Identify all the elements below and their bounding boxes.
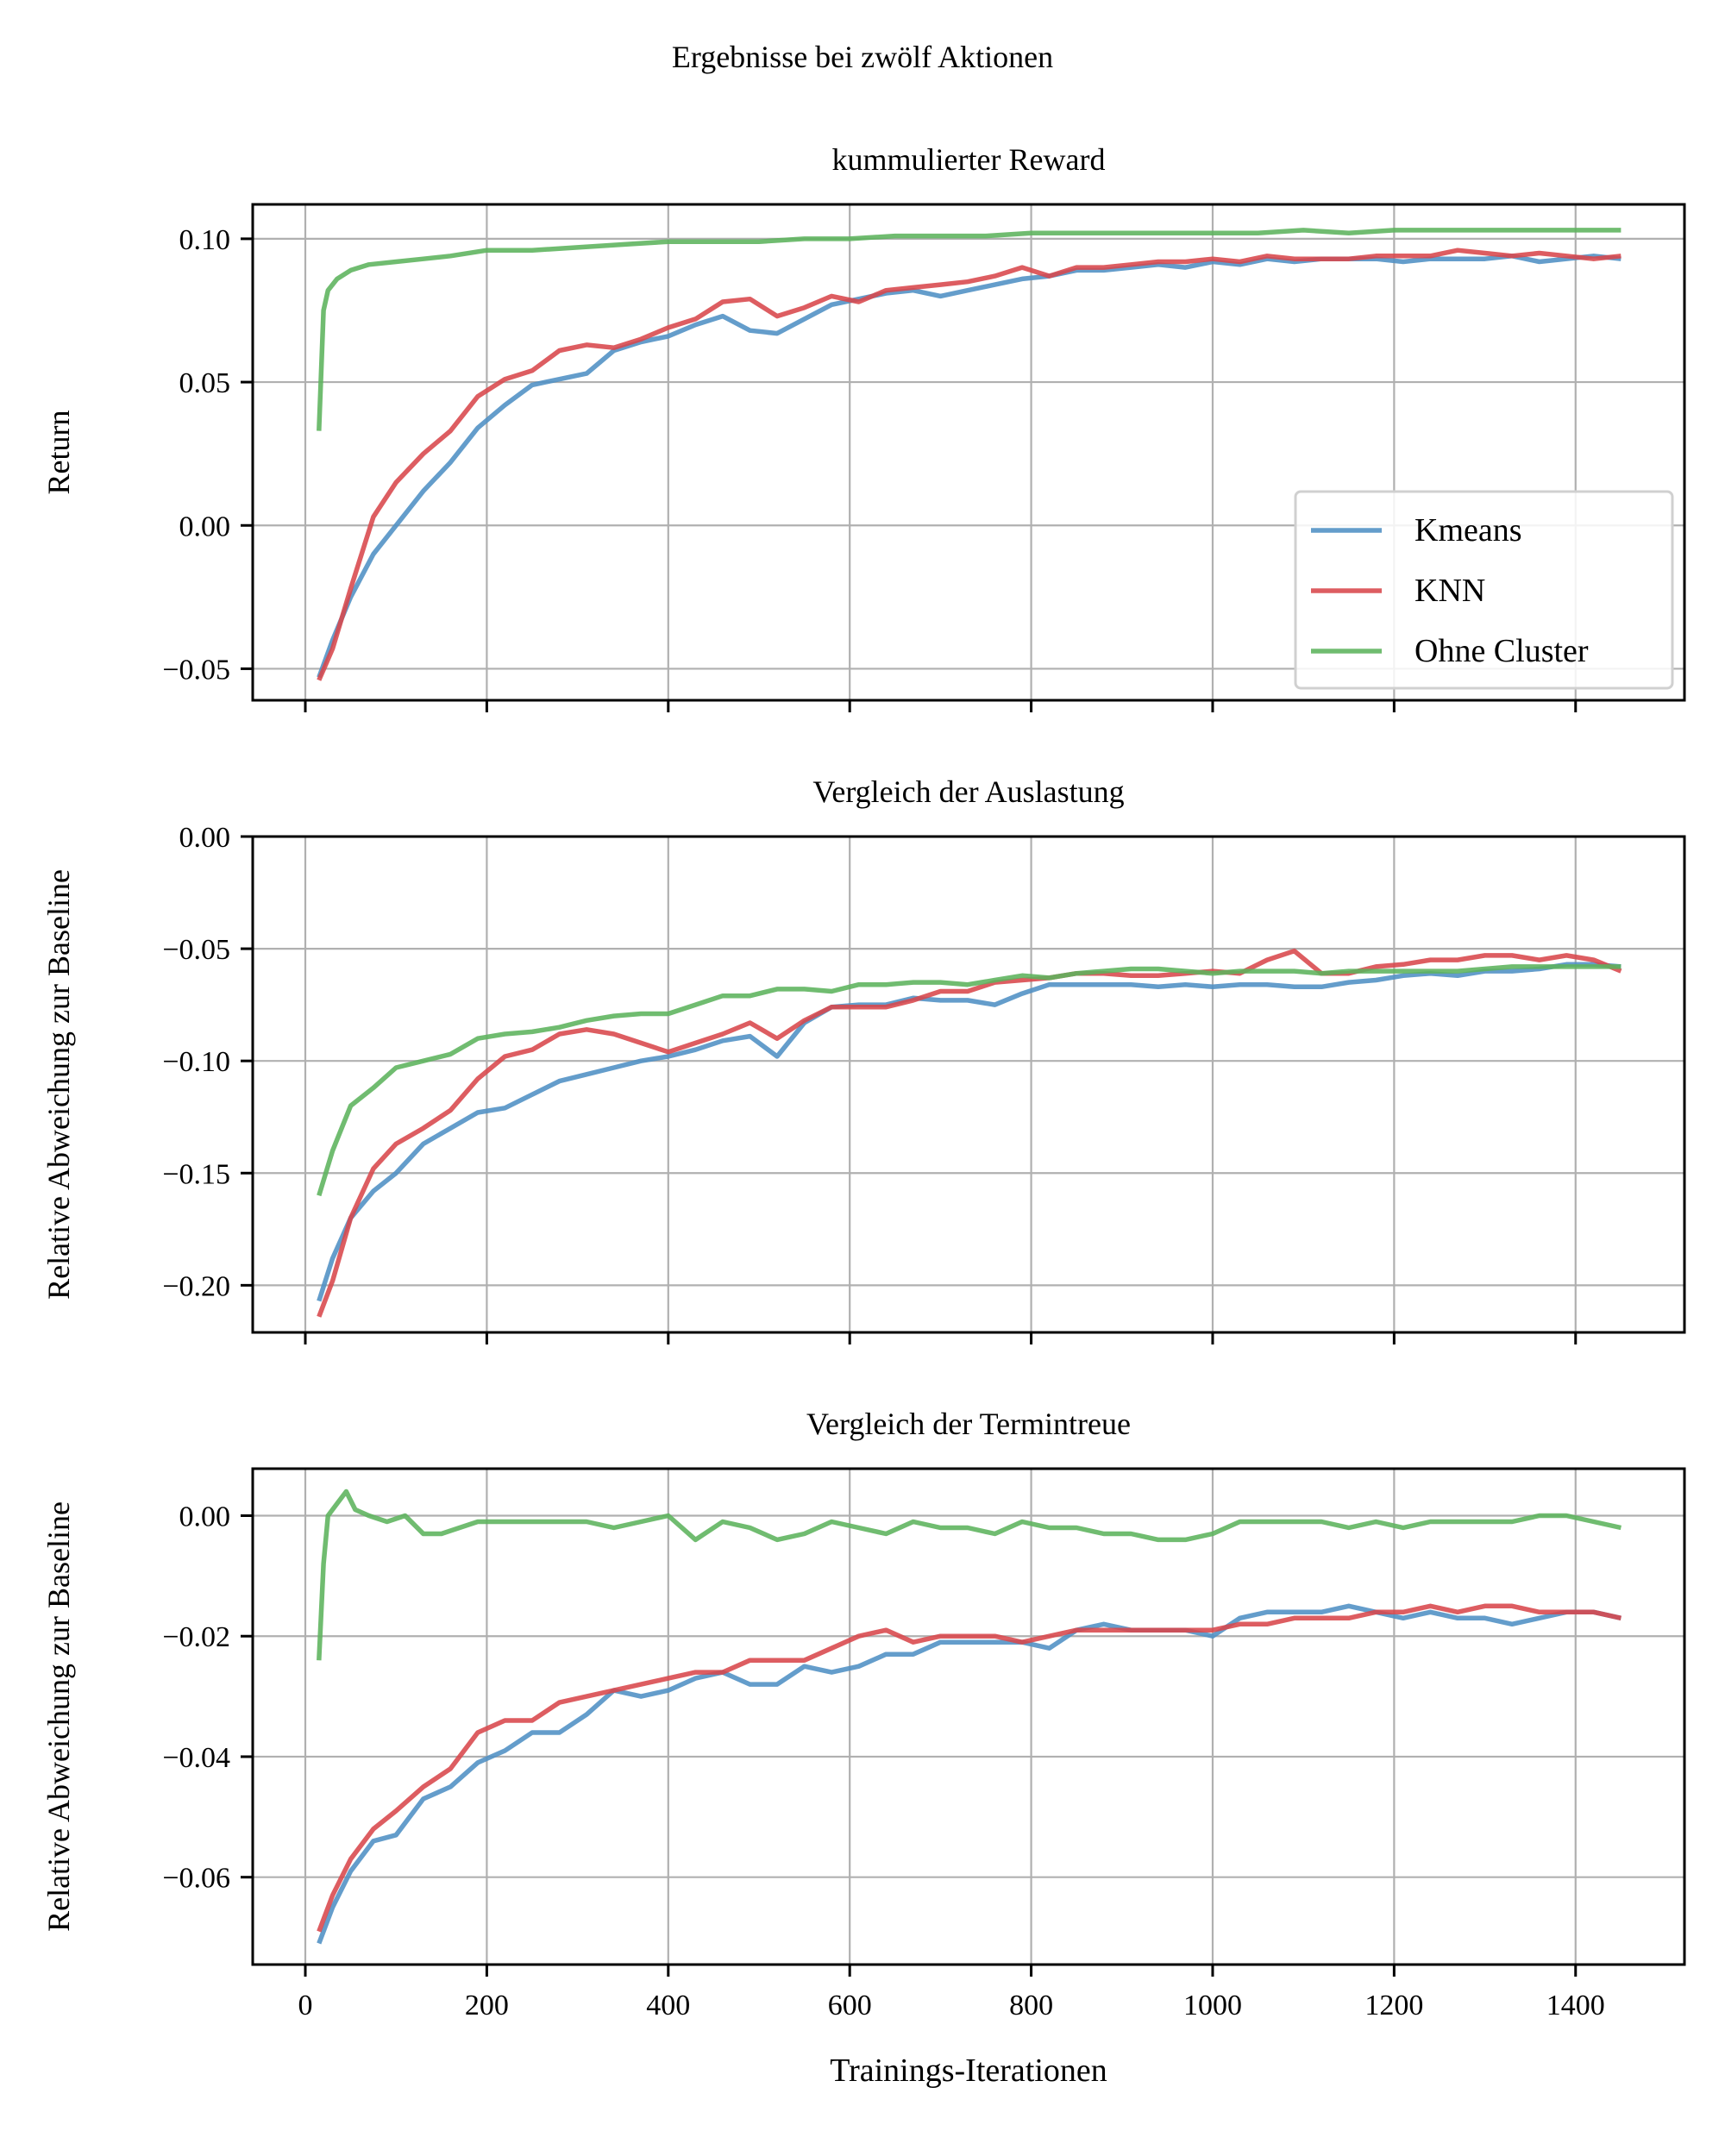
panel-3: 0 200 400 600 800 1000 1200 1400 −0.06 −0.04 −0.02… — [41, 1407, 1686, 2089]
y-tick-label: 0.00 — [179, 822, 231, 854]
y-tick-label: −0.10 — [162, 1046, 230, 1078]
y-tick-label: 0.00 — [179, 1501, 231, 1532]
legend-box — [1294, 490, 1674, 690]
y-tick-label: 0.00 — [179, 511, 231, 542]
x-tick-label: 1400 — [1546, 1990, 1605, 2021]
plot-frame — [251, 203, 1686, 702]
series-line-kmeans — [317, 254, 1622, 679]
figure-title: Ergebnisse bei zwölf Aktionen — [672, 40, 1053, 74]
x-axis-label: Trainings-Iterationen — [830, 2053, 1107, 2089]
y-tick-label: −0.04 — [162, 1742, 230, 1774]
series-line-kmeans — [317, 962, 1622, 1302]
x-tick-label: 800 — [1009, 1990, 1053, 2021]
y-axis-label: Relative Abweichung zur Baseline — [41, 1501, 76, 1932]
y-axis-label: Return — [41, 411, 76, 495]
y-tick-label: −0.06 — [162, 1863, 230, 1895]
legend-label-ohne-cluster: Ohne Cluster — [1414, 633, 1589, 669]
series-group — [317, 1489, 1622, 1945]
subplot-title: Vergleich der Termintreue — [806, 1407, 1131, 1441]
y-tick-label: 0.10 — [179, 224, 231, 256]
series-line-ohne-cluster — [317, 964, 1622, 1197]
plot-frame — [251, 835, 1686, 1334]
series-line-knn — [317, 1603, 1622, 1933]
series-line-kmeans — [317, 1603, 1622, 1945]
x-tick-label: 0 — [298, 1990, 313, 2021]
y-tick-label: −0.05 — [162, 654, 230, 686]
series-line-ohne-cluster — [317, 1489, 1622, 1661]
x-tick-label: 600 — [828, 1990, 872, 2021]
series-line-knn — [317, 248, 1622, 681]
x-tick-label: 400 — [646, 1990, 690, 2021]
series-line-knn — [317, 948, 1622, 1318]
x-tick-label: 200 — [465, 1990, 509, 2021]
subplot-title: Vergleich der Auslastung — [812, 774, 1124, 809]
panel-2: −0.20 −0.15 −0.10 −0.05 0.00 Vergleich der Au… — [41, 774, 1686, 1344]
series-line-ohne-cluster — [317, 228, 1622, 431]
y-tick-label: −0.05 — [162, 934, 230, 966]
legend-label-knn: KNN — [1414, 573, 1485, 609]
plot-frame — [251, 1467, 1686, 1966]
series-group — [317, 948, 1622, 1318]
panel-1: −0.05 0.00 0.05 0.10 kummulierter Reward Retu… — [41, 142, 1686, 712]
y-tick-label: −0.15 — [162, 1158, 230, 1190]
subplot-title: kummulierter Reward — [832, 142, 1106, 177]
legend-label-kmeans: Kmeans — [1414, 512, 1522, 548]
y-tick-label: 0.05 — [179, 367, 231, 399]
x-tick-label: 1200 — [1364, 1990, 1423, 2021]
y-axis-label: Relative Abweichung zur Baseline — [41, 869, 76, 1300]
legend: Kmeans KNN Ohne Cluster — [1294, 490, 1674, 690]
y-tick-label: −0.20 — [162, 1270, 230, 1302]
x-tick-label: 1000 — [1183, 1990, 1242, 2021]
series-group — [317, 228, 1622, 681]
y-tick-label: −0.02 — [162, 1621, 230, 1653]
